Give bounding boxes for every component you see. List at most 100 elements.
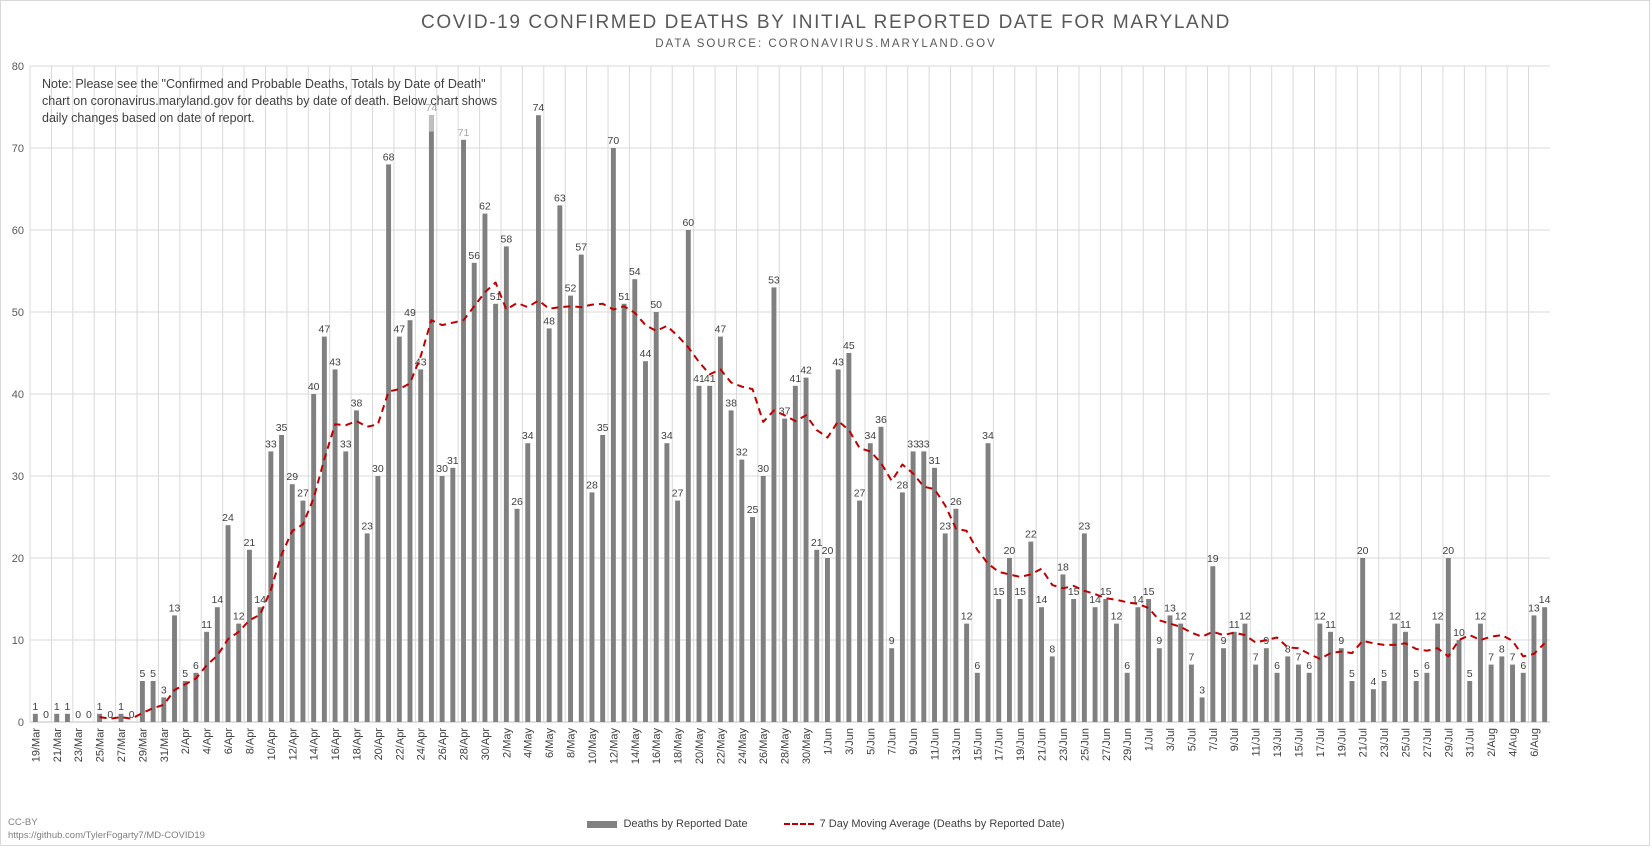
bar: [932, 467, 937, 722]
data-label: 70: [608, 135, 620, 147]
x-tick-label: 5/Jun: [865, 728, 877, 755]
bar: [471, 262, 477, 722]
data-label: 0: [86, 709, 92, 721]
data-label: 13: [169, 602, 181, 614]
bar: [332, 369, 338, 722]
bar: [835, 369, 841, 722]
data-label: 8: [1049, 643, 1055, 655]
bar: [910, 451, 916, 722]
bar: [921, 451, 927, 722]
x-tick-label: 27/Jun: [1101, 728, 1113, 761]
bar: [1360, 558, 1366, 722]
x-tick-label: 27/Mar: [116, 728, 128, 763]
x-tick-label: 29/Jun: [1122, 728, 1134, 761]
data-label: 10: [1453, 627, 1465, 639]
data-label: 1: [65, 701, 71, 713]
data-label: 14: [254, 594, 266, 606]
bar: [311, 394, 317, 722]
bar: [750, 517, 755, 722]
gridlines: [29, 65, 1550, 723]
data-label: 12: [1111, 611, 1123, 623]
bar: [1328, 631, 1334, 722]
data-label: 5: [1413, 668, 1419, 680]
data-label: 8: [1499, 643, 1505, 655]
bar: [1188, 664, 1194, 722]
data-label: 42: [800, 365, 812, 377]
bar: [621, 303, 627, 722]
bar: [1167, 615, 1173, 722]
bar: [418, 369, 424, 722]
bar: [1253, 664, 1259, 722]
bar: [1124, 672, 1130, 722]
bar: [685, 230, 691, 722]
data-label: 3: [161, 684, 167, 696]
bar: [1060, 574, 1066, 722]
data-label: 47: [319, 324, 331, 336]
data-label: 4: [1370, 676, 1376, 688]
data-label: 6: [1124, 660, 1130, 672]
data-label: 49: [404, 307, 416, 319]
x-tick-label: 25/Mar: [95, 728, 107, 763]
bar: [1210, 566, 1216, 722]
bar: [118, 713, 124, 722]
license-label: CC-BY: [8, 817, 38, 828]
data-label: 22: [1025, 529, 1037, 541]
bar: [1156, 648, 1162, 722]
bar: [1445, 558, 1451, 722]
x-tick-label: 16/May: [651, 728, 663, 765]
bar: [1477, 623, 1483, 722]
x-tick-label: 22/Apr: [394, 728, 406, 761]
data-label: 12: [1389, 611, 1401, 623]
data-label: 15: [1143, 586, 1155, 598]
data-label: 1: [54, 701, 60, 713]
bar: [953, 508, 959, 722]
bar: [354, 410, 359, 722]
chart-note: Note: Please see the "Confirmed and Prob…: [42, 77, 498, 125]
data-label: 14: [1089, 594, 1101, 606]
bar: [246, 549, 252, 722]
bar: [1338, 648, 1344, 722]
bar: [1499, 656, 1505, 722]
data-label: 30: [372, 463, 384, 475]
data-label: 34: [864, 430, 876, 442]
x-tick-label: 31/Mar: [159, 728, 171, 763]
data-label: 14: [211, 594, 223, 606]
x-tick-label: 28/Apr: [459, 728, 471, 761]
bar: [546, 328, 552, 722]
data-label: 7: [1253, 652, 1259, 664]
data-label: 11: [1229, 619, 1240, 631]
data-label: 74: [533, 102, 545, 114]
x-tick-label: 19/Jun: [1015, 728, 1027, 761]
x-tick-label: 15/Jul: [1293, 728, 1305, 757]
bar: [578, 254, 584, 722]
data-label: 50: [650, 299, 662, 311]
bar: [1317, 623, 1323, 722]
data-label: 5: [182, 668, 188, 680]
data-label: 9: [1263, 635, 1269, 647]
bar: [1349, 681, 1355, 722]
x-tick-label: 18/Apr: [351, 728, 363, 761]
bar: [150, 681, 156, 722]
data-label: 30: [757, 463, 769, 475]
data-label: 15: [1014, 586, 1026, 598]
bar: [300, 500, 306, 722]
data-label: 45: [843, 340, 855, 352]
bar: [450, 467, 456, 722]
bar: [996, 599, 1002, 722]
x-tick-label: 4/Aug: [1508, 728, 1520, 757]
data-label: 19: [1207, 553, 1219, 565]
data-label: 12: [1475, 611, 1487, 623]
source-link[interactable]: https://github.com/TylerFogarty7/MD-COVI…: [8, 830, 205, 841]
data-label: 20: [1442, 545, 1454, 557]
x-tick-label: 18/May: [673, 728, 685, 765]
data-label: 21: [244, 537, 256, 549]
bar: [1103, 599, 1109, 722]
data-label: 9: [1221, 635, 1227, 647]
bar: [386, 164, 392, 722]
legend-label-moving-average: 7 Day Moving Average (Deaths by Reported…: [819, 818, 1065, 830]
x-tick-label: 23/Mar: [73, 728, 85, 763]
data-label: 57: [575, 242, 587, 254]
data-label: 38: [725, 397, 737, 409]
